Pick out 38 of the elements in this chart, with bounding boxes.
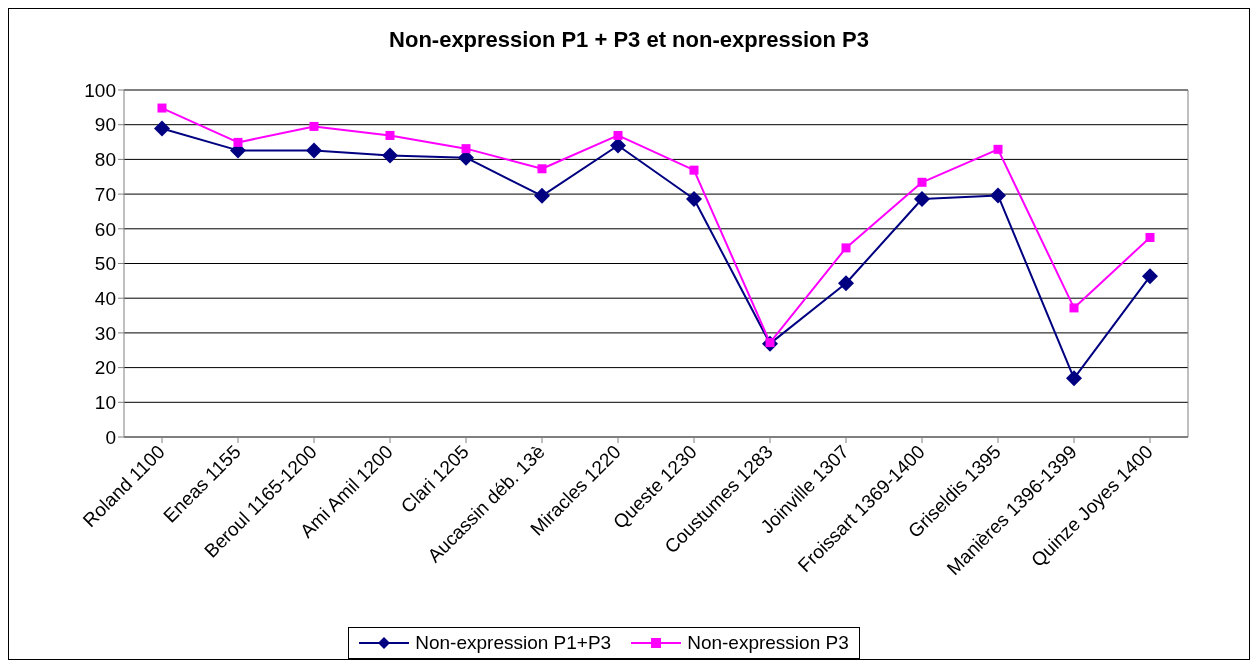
y-tick-label: 20 <box>94 357 116 379</box>
y-tick-label: 0 <box>105 426 116 448</box>
point <box>613 130 623 140</box>
legend-label: Non-expression P3 <box>686 632 849 654</box>
y-tick-label: 50 <box>94 253 116 275</box>
point <box>689 165 699 175</box>
y-tick-label: 40 <box>94 287 116 309</box>
y-tick-label: 30 <box>94 322 116 344</box>
point <box>233 137 243 147</box>
point <box>838 275 854 292</box>
y-tick-label: 90 <box>94 114 116 136</box>
point <box>461 144 471 154</box>
point <box>1142 268 1158 285</box>
point <box>382 147 398 164</box>
point <box>309 121 319 131</box>
point <box>154 120 170 137</box>
point <box>1069 303 1079 313</box>
chart-title: Non-expression P1 + P3 et non-expression P3 <box>388 27 870 53</box>
point <box>157 103 167 113</box>
point <box>1145 232 1155 242</box>
point <box>917 177 927 187</box>
point <box>610 137 626 154</box>
y-tick-label: 100 <box>84 79 116 101</box>
point <box>914 190 930 207</box>
y-tick-label: 60 <box>94 218 116 240</box>
point <box>385 130 395 140</box>
point <box>537 164 547 174</box>
point <box>993 144 1003 154</box>
legend-label: Non-expression P1+P3 <box>414 632 612 654</box>
point <box>1066 370 1082 387</box>
y-tick-label: 80 <box>94 149 116 171</box>
point <box>990 187 1006 204</box>
y-tick-label: 70 <box>94 183 116 205</box>
point <box>841 243 851 253</box>
point <box>534 187 550 204</box>
y-tick-label: 10 <box>94 392 116 414</box>
point <box>306 142 322 159</box>
point <box>686 190 702 207</box>
